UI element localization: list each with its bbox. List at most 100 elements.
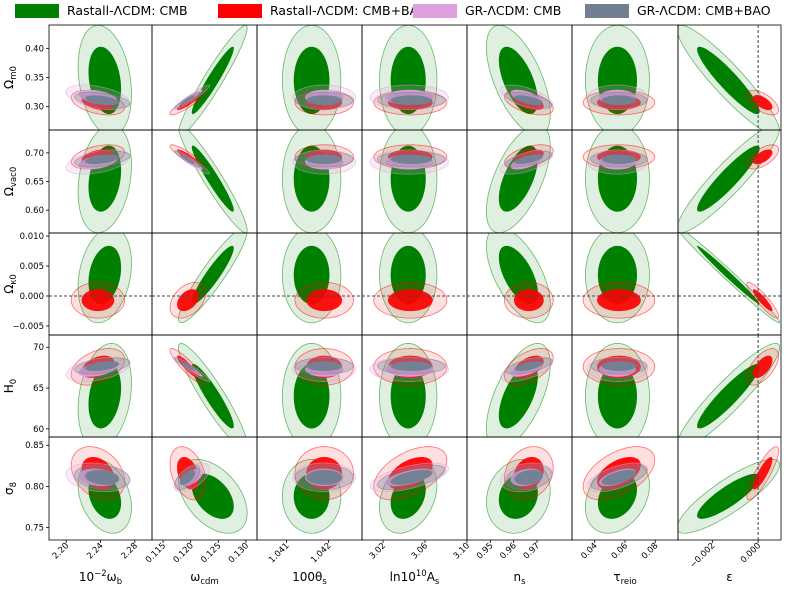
panel-Omega_k0-omega_b [49,233,152,324]
legend-item-gr-cmb: GR-ΛCDM: CMB [413,3,561,18]
panel-Omega_vac0-omega_b [65,130,132,233]
y-tick-label: 0.60 [25,206,44,216]
x-axis-label-epsilon: ε [726,570,733,584]
contour-68-gr-cmb-bao [306,469,343,485]
contour-68-rastall-cmb-bao [81,289,115,312]
x-tick-label: 0.04 [579,541,599,561]
contour-68-rastall-cmb [191,145,234,212]
panel-Omega_vac0-n_s [485,130,554,233]
legend-item-gr-cmb-bao: GR-ΛCDM: CMB+BAO [585,3,771,18]
contour-68-rastall-cmb [191,46,234,115]
panel-sigma8-ln10As [369,446,449,534]
panel-Omega_m0-omega_cdm [169,25,248,130]
x-tick-label: 3.02 [368,541,388,561]
y-axis-label-Omega_vac0: Ωvac0 [2,167,19,197]
x-tick-label: 3.06 [410,541,430,561]
legend-swatch-gr-cmb-bao [585,3,629,18]
y-tick-label: 0.40 [25,44,44,54]
contour-68-gr-cmb-bao [306,95,343,106]
contour-68-rastall-cmb [293,363,330,429]
contour-68-rastall-cmb-bao [513,289,544,312]
contour-68-gr-cmb-bao [390,154,433,164]
panel-sigma8-omega_b [65,446,132,534]
x-tick-label: 2.28 [119,541,139,561]
y-axis-label-Omega_k0: Ωκ0 [2,274,19,294]
x-tick-label: 2.20 [51,541,71,561]
y-tick-label: 0.75 [25,524,44,534]
contour-68-rastall-cmb [697,245,760,305]
panel-H0-omega_cdm [169,342,247,437]
y-tick-label: 0.85 [25,441,44,451]
contour-68-rastall-cmb [697,46,760,115]
contour-68-gr-cmb-bao [390,469,433,485]
legend-swatch-rastall-cmb [15,3,59,18]
y-tick-label: 0.80 [25,482,44,492]
panel-H0-n_s [485,342,554,437]
contour-68-rastall-cmb [191,473,234,519]
legend-label-rastall-cmb-bao: Rastall-ΛCDM: CMB+BAO [270,3,428,18]
panel-sigma8-omega_cdm [169,446,248,534]
y-tick-label: 0.70 [25,149,44,159]
contour-68-gr-cmb-bao [601,154,637,164]
contour-68-gr-cmb-bao [306,361,343,371]
panel-Omega_k0-omega_cdm [152,233,257,324]
contour-68-rastall-cmb-bao [306,289,343,312]
x-tick-label: 0.95 [475,541,495,561]
x-tick-label: 0.96 [498,541,518,561]
legend-swatch-rastall-cmb-bao [218,3,262,18]
y-tick-label: −0.005 [13,322,44,332]
panel-H0-omega_b [65,342,132,437]
contour-68-rastall-cmb [697,145,760,212]
contour-68-rastall-cmb [597,363,637,429]
contour-68-gr-cmb-bao [85,361,120,371]
legend-swatch-gr-cmb [413,3,457,18]
x-tick-label: 3.10 [452,541,472,561]
legend-item-rastall-cmb: Rastall-ΛCDM: CMB [15,3,188,18]
panel-Omega_k0-ln10As [362,233,467,324]
x-tick-label: 1.041 [267,541,291,565]
panel-Omega_vac0-100theta_s [281,130,356,233]
panel-sigma8-100theta_s [281,446,356,534]
y-tick-label: 0.35 [25,74,44,84]
y-axis-label-sigma8: σ8 [2,482,19,495]
y-tick-label: 60 [33,425,44,435]
panel-Omega_m0-omega_b [65,25,132,130]
legend-item-rastall-cmb-bao: Rastall-ΛCDM: CMB+BAO [218,3,428,18]
contour-68-rastall-cmb [597,245,637,305]
y-tick-label: 70 [33,343,44,353]
y-tick-label: 0.010 [20,232,44,242]
panel-Omega_k0-n_s [467,233,572,324]
contour-68-gr-cmb-bao [390,361,433,371]
contour-68-gr-cmb-bao [514,469,544,485]
panel-Omega_k0-100theta_s [257,233,362,324]
contour-68-gr-cmb-bao [179,361,195,371]
y-tick-label: 0.30 [25,103,44,113]
panel-sigma8-n_s [485,446,554,534]
contour-68-rastall-cmb [697,363,760,429]
y-axis-label-H0: H0 [2,379,19,393]
contour-68-gr-cmb-bao [179,154,195,164]
legend-label-gr-cmb-bao: GR-ΛCDM: CMB+BAO [637,3,771,18]
x-axis-label-n_s: ns [513,570,526,587]
contour-68-gr-cmb-bao [85,469,120,485]
panel-Omega_k0-tau_reio [572,233,678,324]
contour-68-gr-cmb-bao [601,95,637,106]
contour-68-rastall-cmb-bao [177,289,199,312]
contour-68-gr-cmb-bao [85,154,120,164]
panel-Omega_vac0-ln10As [369,130,449,233]
contour-68-gr-cmb-bao [390,95,433,106]
contour-68-gr-cmb-bao [601,361,637,371]
contour-68-rastall-cmb [191,245,234,305]
x-axis-label-omega_b: 10−2ωb [79,569,122,587]
contour-68-rastall-cmb-bao [752,95,773,111]
x-tick-label: 0.120 [172,541,196,565]
legend-label-gr-cmb: GR-ΛCDM: CMB [465,3,562,18]
x-tick-label: −0.002 [688,541,717,570]
panel-H0-tau_reio [582,342,656,437]
contour-68-rastall-cmb [390,245,426,305]
panel-Omega_m0-n_s [485,25,554,130]
x-axis-label-omega_cdm: ωcdm [190,570,218,587]
x-tick-label: 1.042 [309,541,333,565]
panel-Omega_m0-ln10As [369,25,449,130]
panel-Omega_vac0-epsilon [678,130,780,233]
